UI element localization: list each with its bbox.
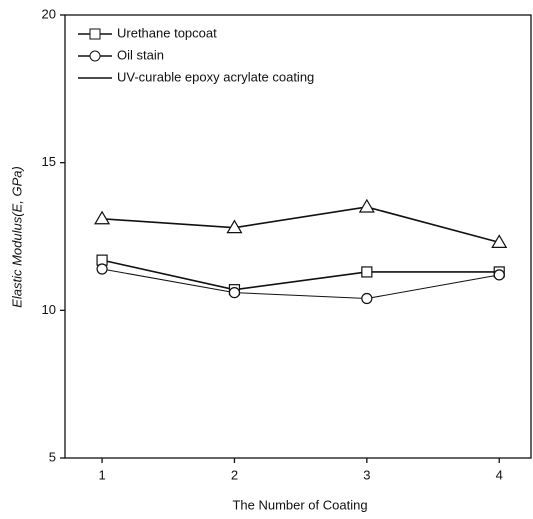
legend-label: Oil stain xyxy=(117,47,164,62)
x-tick-label: 2 xyxy=(231,467,238,482)
data-point xyxy=(358,198,375,213)
y-tick-label: 10 xyxy=(42,302,56,317)
legend-marker xyxy=(89,28,101,40)
data-point xyxy=(228,287,241,299)
series-line xyxy=(101,259,500,291)
legend-marker xyxy=(89,50,101,62)
legend-label: Urethane topcoat xyxy=(117,25,217,40)
data-point xyxy=(361,266,373,278)
series-line xyxy=(102,206,500,244)
y-tick-label: 20 xyxy=(42,6,56,21)
x-tick-label: 4 xyxy=(496,467,503,482)
data-point xyxy=(493,269,505,281)
data-point xyxy=(96,263,108,275)
y-tick-label: 15 xyxy=(42,154,56,169)
y-tick-label: 5 xyxy=(49,449,56,464)
x-tick-label: 1 xyxy=(98,467,105,482)
x-axis-label: The Number of Coating xyxy=(232,497,367,512)
data-point xyxy=(491,234,508,249)
legend-label: UV-curable epoxy acrylate coating xyxy=(117,69,314,84)
plot-frame xyxy=(64,14,532,459)
y-axis-label: Elastic Modulus(E, GPa) xyxy=(9,166,24,308)
data-point xyxy=(226,219,243,234)
x-tick-label: 3 xyxy=(363,467,370,482)
data-point xyxy=(361,292,373,305)
data-point xyxy=(94,210,111,225)
series-line xyxy=(101,268,500,300)
